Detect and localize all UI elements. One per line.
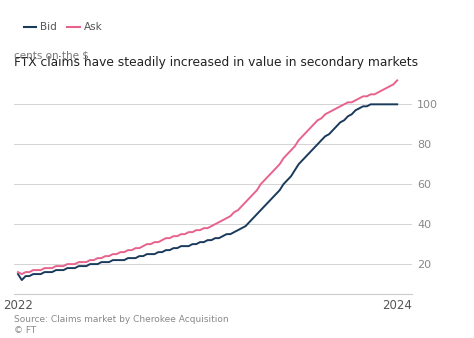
Text: cents on the $: cents on the $ [14, 51, 89, 61]
Text: FTX claims have steadily increased in value in secondary markets: FTX claims have steadily increased in va… [14, 56, 419, 69]
Text: Source: Claims market by Cherokee Acquisition
© FT: Source: Claims market by Cherokee Acquis… [14, 315, 229, 335]
Legend: Bid, Ask: Bid, Ask [19, 18, 107, 37]
